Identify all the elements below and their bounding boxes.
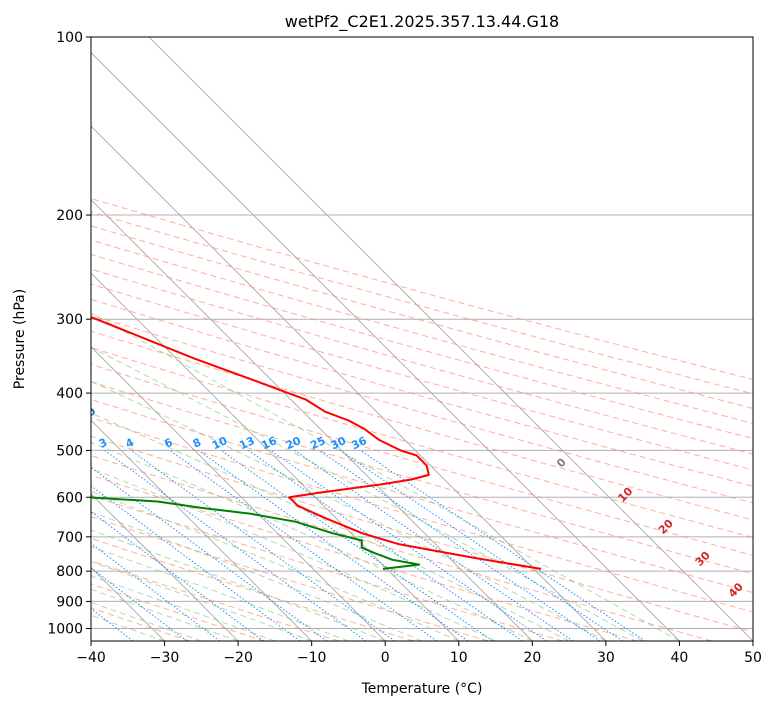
dry-adiabat: [91, 239, 753, 424]
dry-adiabat: [91, 363, 753, 556]
moist-adiabat: [91, 511, 423, 641]
y-tick-label: 600: [56, 490, 83, 506]
dry-adiabat: [91, 607, 190, 641]
chart-title: wetPf2_C2E1.2025.357.13.44.G18: [285, 12, 559, 32]
mixing-ratio-line: [91, 567, 187, 641]
dry-adiabat: [91, 474, 638, 641]
dry-adiabat: [91, 495, 563, 641]
x-tick-label: 20: [523, 650, 541, 666]
dry-adiabat-label: 40: [726, 580, 746, 600]
moist-adiabat: [91, 529, 386, 641]
y-tick-label: 800: [56, 564, 83, 580]
x-axis-label: Temperature (°C): [361, 681, 483, 697]
isotherm-line: [91, 419, 313, 641]
y-tick-label: 100: [56, 30, 83, 46]
isotherm-label: -10: [75, 404, 98, 427]
moist-adiabat: [91, 588, 239, 641]
moist-adiabat: [91, 490, 459, 641]
x-tick-label: 50: [744, 650, 762, 666]
moist-adiabat: [91, 575, 276, 641]
dry-adiabat: [91, 211, 753, 395]
y-tick-label: 700: [56, 530, 83, 546]
y-tick-label: 900: [56, 594, 83, 610]
mixing-ratio-line: [319, 449, 601, 641]
dry-adiabat: [91, 417, 753, 613]
moist-adiabat: [91, 412, 570, 641]
mixing-ratio-line: [91, 511, 264, 641]
x-tick-label: −30: [150, 650, 180, 666]
dry-adiabat-label: 30: [693, 549, 713, 569]
x-tick-label: 30: [597, 650, 615, 666]
mixing-ratio-line: [270, 449, 547, 641]
isotherm-line: [91, 272, 460, 641]
y-axis: 100 200 300 400 500 600 700 800 900 1000: [47, 30, 91, 637]
x-tick-label: −10: [297, 650, 327, 666]
x-tick-label: 40: [671, 650, 689, 666]
x-tick-label: −40: [76, 650, 106, 666]
plot-frame: [90, 36, 754, 642]
dry-adiabat: [91, 516, 489, 641]
moist-adiabat: [91, 441, 533, 641]
isotherm-line: [91, 51, 680, 641]
dewpoint-profile: [91, 496, 421, 570]
moist-adiabat: [91, 346, 643, 641]
y-tick-label: 500: [56, 443, 83, 459]
mixing-ratio-label: 30: [329, 434, 349, 452]
mixing-ratio-line: [198, 449, 469, 641]
plot-area: 0.10.20.40.611.52346810131620253036-100-…: [0, 37, 753, 641]
dry-adiabat: [91, 398, 753, 594]
mixing-ratio-label: 25: [308, 434, 327, 452]
mixing-ratio-line: [130, 449, 395, 641]
x-tick-label: 10: [450, 650, 468, 666]
y-tick-label: 200: [56, 208, 83, 224]
dry-adiabat: [91, 381, 753, 575]
dry-adiabat: [91, 455, 712, 641]
y-tick-label: 400: [56, 386, 83, 402]
dry-adiabat: [91, 253, 753, 440]
isotherm-line: [148, 37, 753, 641]
isotherm-line: [91, 346, 386, 641]
y-axis-label: Pressure (hPa): [12, 289, 28, 389]
moist-adiabat: [91, 312, 680, 641]
mixing-ratio-label: 36: [349, 434, 369, 452]
moist-adiabat: [91, 467, 496, 641]
dry-adiabat: [91, 537, 414, 641]
isotherm-line: [91, 198, 533, 641]
y-tick-label: 1000: [47, 621, 83, 637]
isotherm-label: -20: [0, 381, 2, 404]
mixing-ratio-label: 1.5: [31, 433, 54, 453]
moist-adiabat: [91, 561, 312, 641]
x-tick-label: 0: [381, 650, 390, 666]
mixing-ratio-label: 1: [2, 436, 14, 451]
isotherm-line: [91, 493, 239, 641]
mixing-ratio-label: 16: [259, 434, 279, 452]
mixing-ratio-line: [220, 449, 493, 641]
mixing-ratio-line: [91, 542, 221, 641]
mixing-ratio-line: [294, 449, 574, 641]
mixing-ratio-label: 13: [237, 434, 256, 452]
mixing-ratio-label: 3: [97, 436, 109, 451]
mixing-ratio-line: [360, 449, 646, 641]
mixing-ratio-line: [91, 466, 327, 641]
x-axis: −40 −30 −20 −10 0 10 20 30 40 50: [76, 641, 762, 666]
y-tick-label: 300: [56, 312, 83, 328]
dry-adiabat: [91, 583, 265, 641]
moist-adiabat-label: 0: [554, 455, 569, 470]
temperature-profile: [91, 316, 542, 570]
isotherm-line: [91, 125, 607, 641]
mixing-ratio-line: [104, 449, 367, 641]
x-tick-label: −20: [223, 650, 253, 666]
dry-adiabat: [91, 347, 753, 538]
moist-adiabat: [91, 380, 607, 641]
dry-adiabat: [91, 560, 339, 641]
mixing-ratio-label: 20: [284, 434, 304, 452]
mixing-ratio-label: 10: [210, 434, 230, 452]
mixing-ratio-line: [91, 485, 301, 641]
dry-adiabat: [91, 330, 753, 521]
mixing-ratio-label: 4: [124, 436, 137, 451]
moist-adiabat: [91, 546, 349, 641]
